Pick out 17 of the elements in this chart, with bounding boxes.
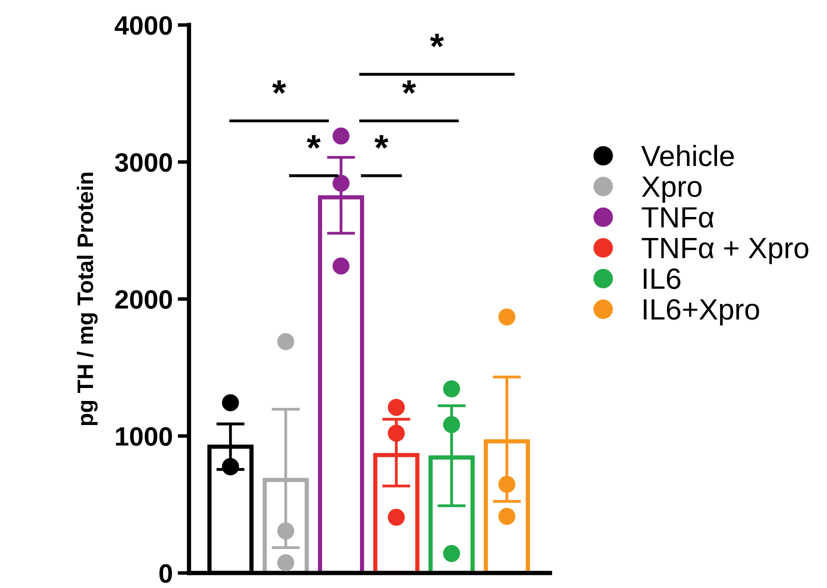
- annotation: *: [374, 135, 388, 149]
- y-tick-label: 1000: [116, 427, 172, 446]
- legend-label: IL6: [644, 268, 680, 290]
- y-tick-label: 3000: [114, 153, 172, 172]
- legend-label: TNFα + Xpro: [642, 238, 808, 264]
- annotation: *: [272, 80, 286, 94]
- legend-label: Xpro: [642, 176, 702, 203]
- legend-label: IL6+Xpro: [644, 299, 760, 326]
- y-tick-label: 4000: [114, 16, 172, 35]
- y-tick-label: 0: [159, 564, 172, 583]
- annotation: *: [402, 80, 416, 94]
- annotation: *: [430, 34, 444, 48]
- legend-label: TNFα: [642, 207, 714, 228]
- annotation: *: [306, 135, 321, 149]
- y-tick-label: 2000: [115, 290, 172, 309]
- y-axis-title: pg TH / mg Total Protein: [76, 172, 98, 426]
- legend-label: Vehicle: [641, 144, 734, 166]
